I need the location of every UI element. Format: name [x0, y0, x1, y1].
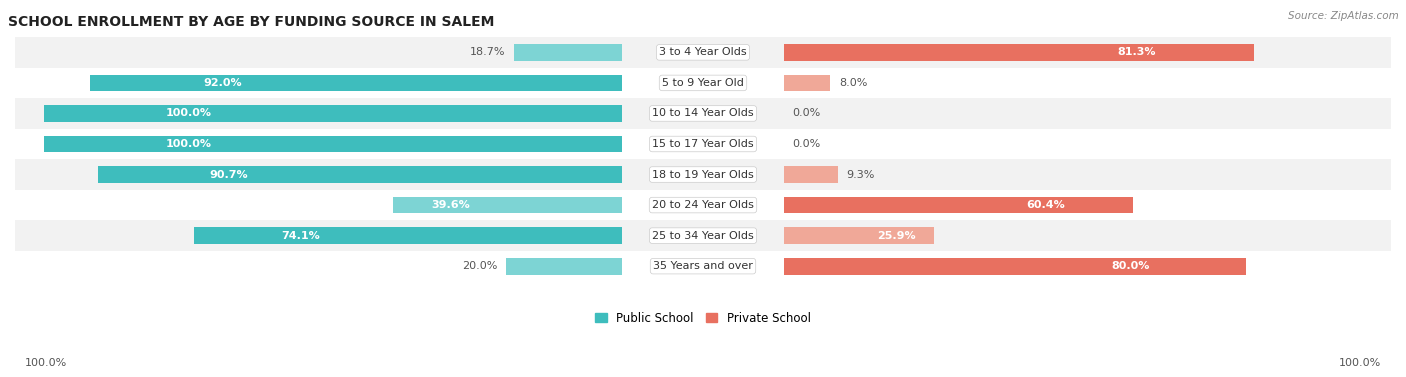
Text: 60.4%: 60.4% — [1026, 200, 1066, 210]
Text: 100.0%: 100.0% — [166, 109, 211, 118]
Bar — [15, 67, 1391, 98]
Bar — [785, 166, 838, 183]
Text: 100.0%: 100.0% — [25, 357, 67, 368]
Text: 8.0%: 8.0% — [839, 78, 868, 88]
Text: 0.0%: 0.0% — [793, 109, 821, 118]
Text: 80.0%: 80.0% — [1112, 261, 1150, 271]
Text: 15 to 17 Year Olds: 15 to 17 Year Olds — [652, 139, 754, 149]
Text: 35 Years and over: 35 Years and over — [652, 261, 754, 271]
Text: SCHOOL ENROLLMENT BY AGE BY FUNDING SOURCE IN SALEM: SCHOOL ENROLLMENT BY AGE BY FUNDING SOUR… — [8, 15, 495, 29]
Bar — [394, 197, 621, 213]
Bar — [15, 251, 1391, 281]
Bar — [785, 258, 1247, 274]
Bar — [515, 44, 621, 61]
Bar — [44, 105, 621, 122]
Bar — [90, 75, 621, 91]
Bar — [506, 258, 621, 274]
Text: 100.0%: 100.0% — [1339, 357, 1381, 368]
Text: 25 to 34 Year Olds: 25 to 34 Year Olds — [652, 231, 754, 241]
Text: 39.6%: 39.6% — [432, 200, 470, 210]
Text: 81.3%: 81.3% — [1118, 48, 1156, 57]
Text: 25.9%: 25.9% — [877, 231, 915, 241]
Text: 100.0%: 100.0% — [166, 139, 211, 149]
Text: 74.1%: 74.1% — [281, 231, 321, 241]
Bar — [44, 136, 621, 152]
Bar — [15, 129, 1391, 159]
Text: 10 to 14 Year Olds: 10 to 14 Year Olds — [652, 109, 754, 118]
Text: 20.0%: 20.0% — [463, 261, 498, 271]
Text: 9.3%: 9.3% — [846, 170, 875, 179]
Bar — [15, 190, 1391, 220]
Bar — [194, 227, 621, 244]
Text: Source: ZipAtlas.com: Source: ZipAtlas.com — [1288, 11, 1399, 21]
Bar — [785, 197, 1133, 213]
Bar — [97, 166, 621, 183]
Text: 5 to 9 Year Old: 5 to 9 Year Old — [662, 78, 744, 88]
Bar — [15, 159, 1391, 190]
Bar — [785, 75, 830, 91]
Bar — [15, 37, 1391, 67]
Text: 92.0%: 92.0% — [204, 78, 242, 88]
Bar — [15, 220, 1391, 251]
Text: 0.0%: 0.0% — [793, 139, 821, 149]
Text: 3 to 4 Year Olds: 3 to 4 Year Olds — [659, 48, 747, 57]
Bar — [15, 98, 1391, 129]
Text: 90.7%: 90.7% — [209, 170, 247, 179]
Legend: Public School, Private School: Public School, Private School — [591, 307, 815, 329]
Bar — [785, 227, 934, 244]
Text: 20 to 24 Year Olds: 20 to 24 Year Olds — [652, 200, 754, 210]
Text: 18.7%: 18.7% — [470, 48, 505, 57]
Bar — [785, 44, 1254, 61]
Text: 18 to 19 Year Olds: 18 to 19 Year Olds — [652, 170, 754, 179]
